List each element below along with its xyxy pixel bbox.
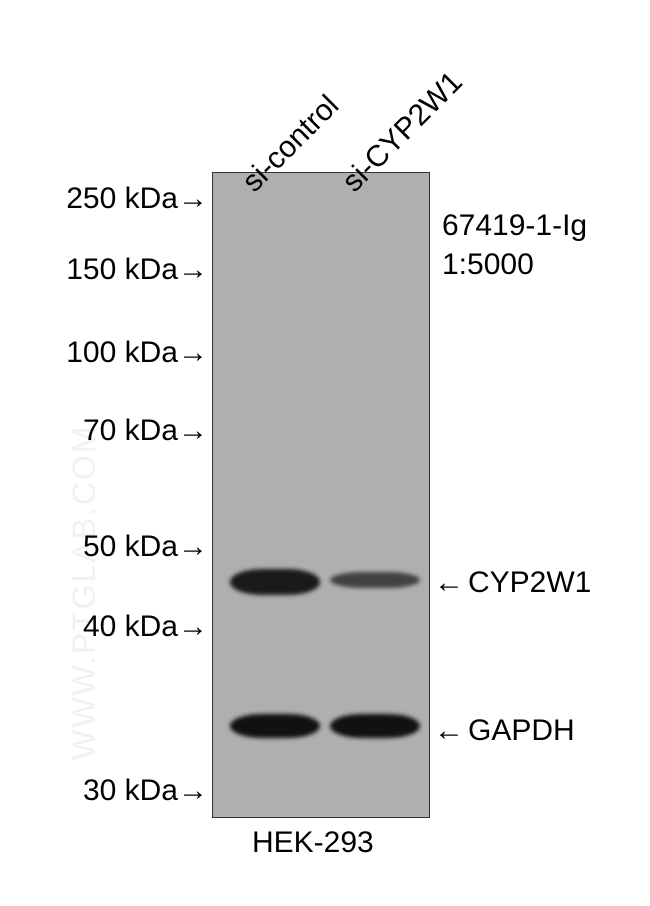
antibody-dilution: 1:5000: [442, 245, 587, 284]
mw-marker-30: 30 kDa→: [83, 774, 208, 808]
mw-marker-150: 150 kDa→: [66, 253, 208, 287]
band-gapdh-lane-0: [230, 714, 320, 738]
band-cyp2w1-lane-0: [230, 569, 320, 595]
band-label-gapdh: GAPDH: [434, 714, 575, 748]
antibody-info: 67419-1-Ig 1:5000: [442, 206, 587, 284]
mw-marker-40: 40 kDa→: [83, 610, 208, 644]
mw-marker-70: 70 kDa→: [83, 414, 208, 448]
band-label-cyp2w1: CYP2W1: [434, 566, 591, 600]
band-gapdh-lane-1: [330, 714, 420, 738]
cell-line-label: HEK-293: [252, 826, 374, 860]
mw-marker-100: 100 kDa→: [66, 336, 208, 370]
western-blot-figure: WWW.PTGLAB.COM si-controlsi-CYP2W1 250 k…: [0, 0, 650, 906]
watermark-text: WWW.PTGLAB.COM: [66, 424, 103, 760]
antibody-catalog: 67419-1-Ig: [442, 206, 587, 245]
mw-marker-50: 50 kDa→: [83, 530, 208, 564]
mw-marker-250: 250 kDa→: [66, 182, 208, 216]
band-cyp2w1-lane-1: [330, 572, 420, 588]
